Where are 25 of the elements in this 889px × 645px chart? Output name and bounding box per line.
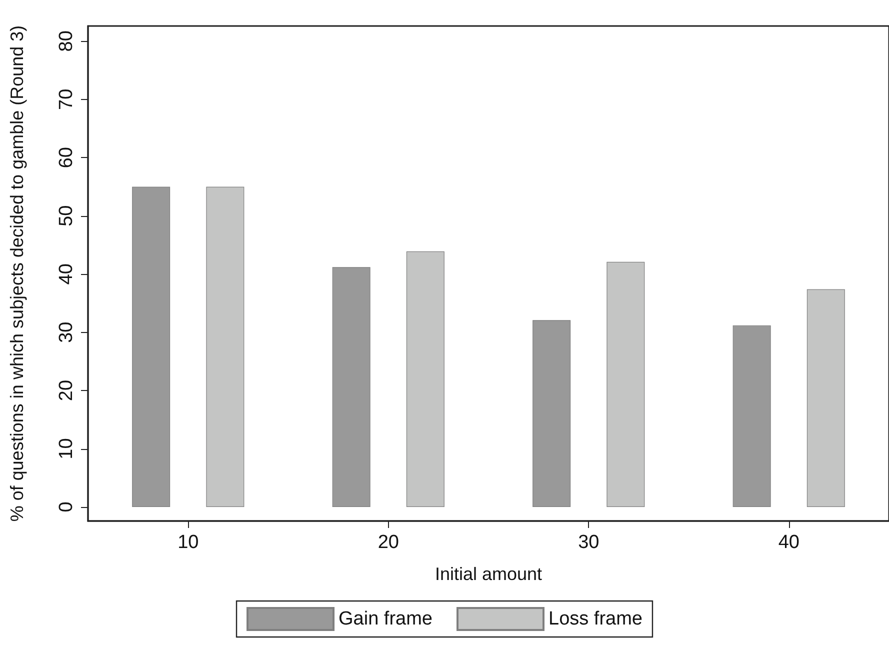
y-tick-label: 70 [56, 88, 77, 110]
y-tick-label: 30 [56, 322, 77, 343]
y-axis-title: % of questions in which subjects decided to gamble (Round 3) [7, 25, 27, 522]
bar [806, 289, 845, 508]
x-tick-label: 40 [778, 532, 800, 553]
y-tick-label: 40 [56, 264, 77, 285]
y-tick-label: 60 [56, 147, 77, 168]
y-tick-label: 20 [56, 380, 77, 402]
y-tick-label: 50 [56, 205, 77, 226]
bar [606, 262, 645, 508]
x-tick-label: 10 [178, 532, 199, 553]
bar [132, 186, 170, 508]
bar [732, 325, 771, 508]
legend-label: Loss frame [548, 608, 642, 630]
y-tick-label: 0 [56, 502, 77, 512]
y-tick-label: 10 [56, 438, 77, 460]
x-tick-label: 30 [578, 532, 600, 553]
bar [406, 251, 444, 508]
bar [532, 320, 571, 508]
bar [206, 186, 244, 508]
legend-label: Gain frame [338, 608, 433, 630]
y-tick-label: 80 [56, 30, 77, 52]
x-tick-label: 20 [378, 532, 399, 553]
x-axis-title: Initial amount [434, 564, 542, 584]
bar [332, 267, 370, 508]
